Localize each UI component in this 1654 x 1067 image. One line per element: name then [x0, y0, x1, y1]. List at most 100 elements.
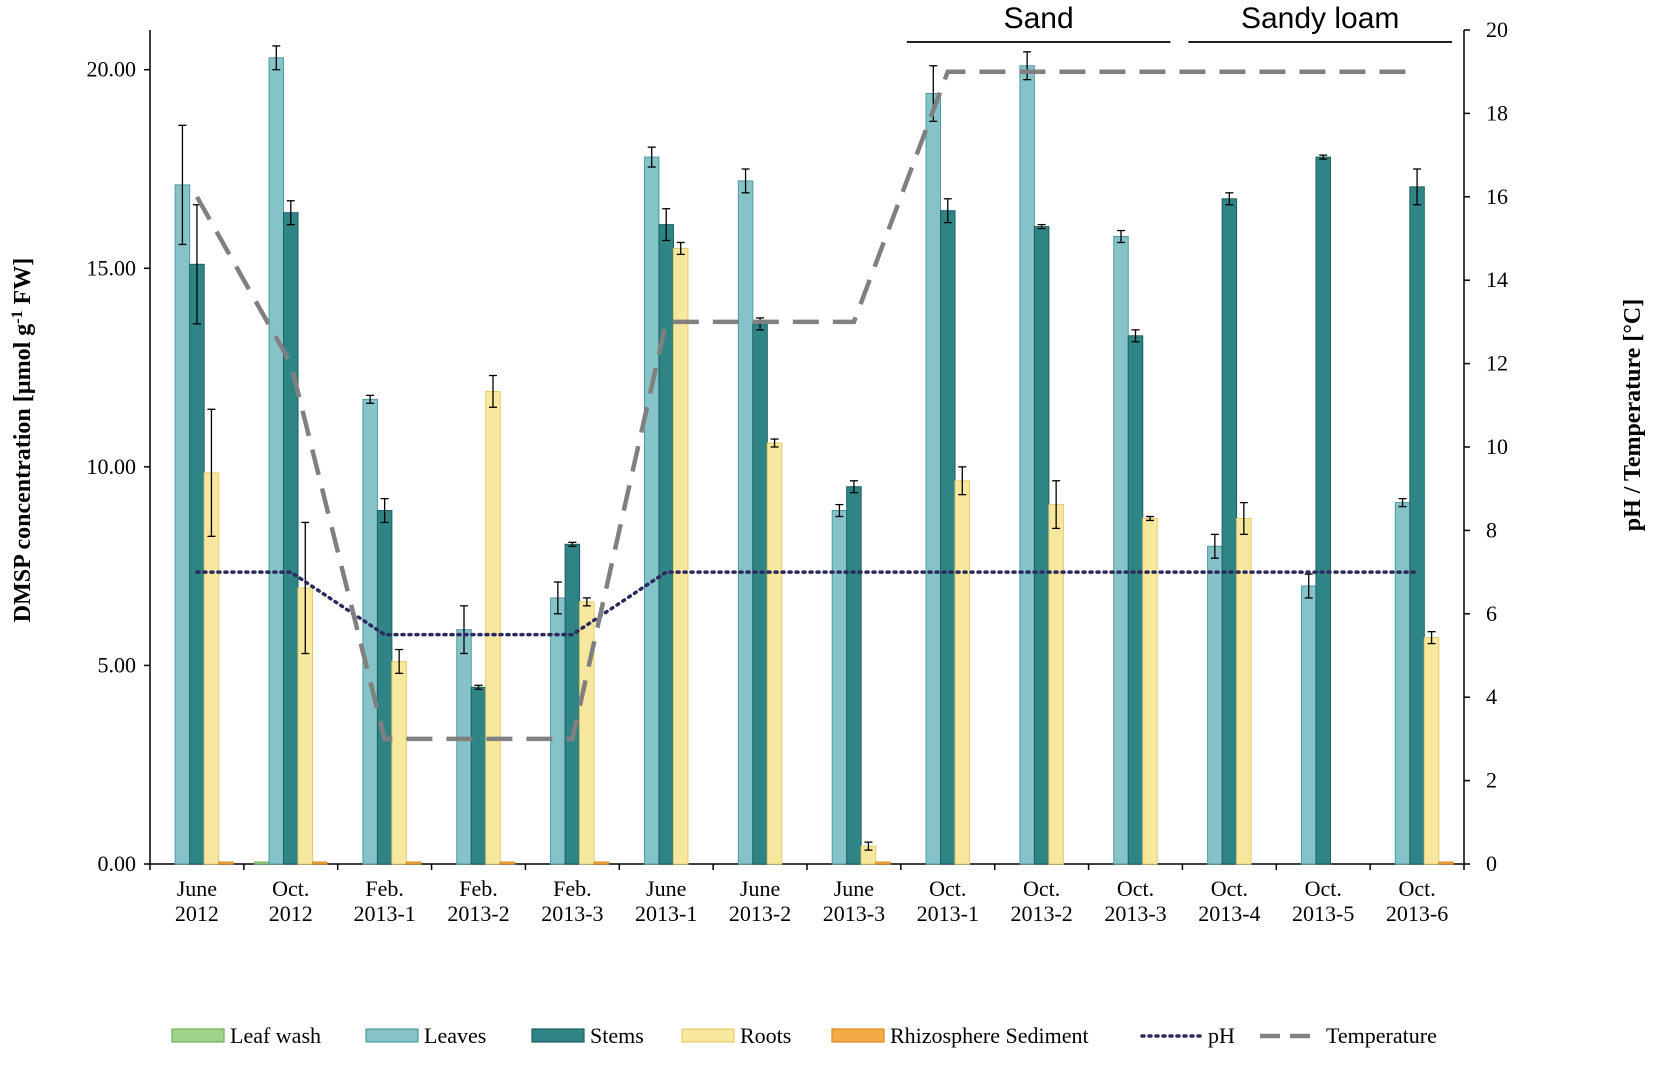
y2-tick-label: 8: [1486, 517, 1497, 542]
bar-leaves: [643, 156, 660, 865]
y2-tick-label: 10: [1486, 434, 1508, 459]
bars: [174, 45, 1454, 865]
bar-rhizosphere-sediment: [875, 861, 891, 865]
bar-rhizosphere-sediment: [593, 861, 610, 865]
axes: 0.00 5.00 10.00 15.00 20.00 0 2 4 6 8 10 12 14 16 18 20…: [87, 17, 1509, 926]
bar-leaves: [831, 510, 848, 865]
x-tick-label: June 2012: [175, 876, 219, 926]
y2-tick-label: 20: [1486, 17, 1508, 42]
y2-tick-label: 14: [1486, 267, 1508, 292]
x-tick-label: Oct. 2013-6: [1386, 876, 1448, 926]
bar-leaves: [737, 180, 754, 865]
line-ph: [195, 570, 1419, 637]
x-tick-label: June 2013-3: [823, 876, 885, 926]
y2-tick-label: 6: [1486, 601, 1497, 626]
bar-rhizosphere-sediment: [218, 861, 234, 865]
bar-roots: [1423, 637, 1440, 865]
annotation-label: Sand: [1004, 2, 1074, 35]
y2-axis-title: pH / Temperature [°C]: [1620, 299, 1646, 531]
bar-leaves: [925, 93, 942, 865]
bar-leaves: [1394, 502, 1411, 865]
bar-roots: [1236, 517, 1252, 865]
bar-leaves: [550, 597, 566, 865]
bar-roots: [954, 480, 971, 865]
bar-stems: [846, 486, 862, 865]
legend-label: Roots: [740, 1023, 791, 1048]
bar-leaves: [174, 184, 191, 865]
bar-stems: [658, 224, 674, 865]
bar-stems: [283, 212, 299, 865]
x-tick-label: Oct. 2013-1: [917, 876, 979, 926]
bar-roots: [1142, 517, 1158, 865]
y2-tick-label: 0: [1486, 851, 1497, 876]
y2-tick-label: 12: [1486, 351, 1508, 376]
bar-leaves: [1207, 545, 1223, 865]
line-temperature: [194, 69, 1418, 742]
legend-label: Stems: [590, 1023, 644, 1048]
y-tick-label: 5.00: [98, 652, 137, 677]
x-tick-label: Oct. 2012: [269, 876, 313, 926]
annotation-label: Sandy loam: [1241, 2, 1399, 35]
legend: Leaf wash Leaves Stems Roots Rhizosphere Sed…: [171, 1023, 1437, 1048]
bar-leaf-wash: [254, 861, 270, 865]
bar-stems: [564, 543, 581, 865]
y2-tick-label: 16: [1486, 184, 1508, 209]
soil-annotations: Sand Sandy loam: [906, 2, 1452, 43]
bar-stems: [940, 210, 956, 865]
legend-label: pH: [1208, 1023, 1235, 1048]
x-tick-label: Oct. 2013-2: [1010, 876, 1072, 926]
legend-swatch: [831, 1028, 885, 1043]
bar-leaves: [268, 57, 285, 865]
bar-stems: [1127, 335, 1144, 865]
bar-stems: [1033, 226, 1050, 865]
bar-roots: [485, 390, 501, 865]
legend-swatch: [365, 1028, 419, 1043]
bar-stems: [752, 323, 768, 865]
legend-swatch: [531, 1028, 585, 1043]
bar-rhizosphere-sediment: [499, 861, 516, 865]
legend-label: Leaves: [424, 1023, 486, 1048]
bar-rhizosphere-sediment: [405, 861, 422, 865]
bar-stems: [1409, 186, 1425, 865]
bar-roots: [579, 601, 595, 865]
y-tick-label: 10.00: [87, 454, 137, 479]
x-tick-label: June 2013-2: [729, 876, 791, 926]
y2-tick-label: 4: [1486, 684, 1497, 709]
legend-swatch: [681, 1028, 735, 1043]
y-tick-label: 0.00: [98, 851, 137, 876]
y2-tick-label: 18: [1486, 100, 1508, 125]
bar-leaves: [362, 398, 378, 865]
bar-leaves: [1113, 236, 1129, 865]
legend-swatch: [171, 1028, 225, 1043]
legend-label: Leaf wash: [230, 1023, 321, 1048]
x-tick-label: Feb. 2013-2: [447, 876, 509, 926]
bar-roots: [672, 247, 689, 865]
bar-stems: [1221, 198, 1238, 865]
bar-roots: [766, 442, 783, 865]
y2-tick-label: 2: [1486, 768, 1497, 793]
lines: [194, 69, 1419, 742]
bar-stems: [189, 263, 205, 865]
bar-stems: [1315, 156, 1331, 865]
bar-rhizosphere-sediment: [1438, 861, 1454, 865]
bar-leaves: [456, 629, 472, 865]
x-tick-label: Oct. 2013-4: [1198, 876, 1260, 926]
bar-rhizosphere-sediment: [312, 861, 328, 865]
y-tick-label: 15.00: [87, 255, 137, 280]
x-tick-label: Oct. 2013-5: [1292, 876, 1354, 926]
x-tick-label: Feb. 2013-3: [541, 876, 603, 926]
legend-label: Rhizosphere Sediment: [890, 1023, 1089, 1048]
bar-stems: [376, 510, 393, 865]
x-tick-label: Feb. 2013-1: [353, 876, 415, 926]
bar-roots: [391, 660, 407, 865]
bar-roots: [1048, 504, 1064, 865]
bar-leaves: [1300, 585, 1317, 865]
y-tick-label: 20.00: [87, 57, 137, 82]
x-tick-label: June 2013-1: [635, 876, 697, 926]
x-tick-label: Oct. 2013-3: [1104, 876, 1166, 926]
bar-leaves: [1019, 65, 1035, 865]
legend-label: Temperature: [1326, 1023, 1437, 1048]
y-axis-title: DMSP concentration [µmol g-1 FW]: [9, 258, 37, 622]
bar-stems: [470, 686, 487, 865]
